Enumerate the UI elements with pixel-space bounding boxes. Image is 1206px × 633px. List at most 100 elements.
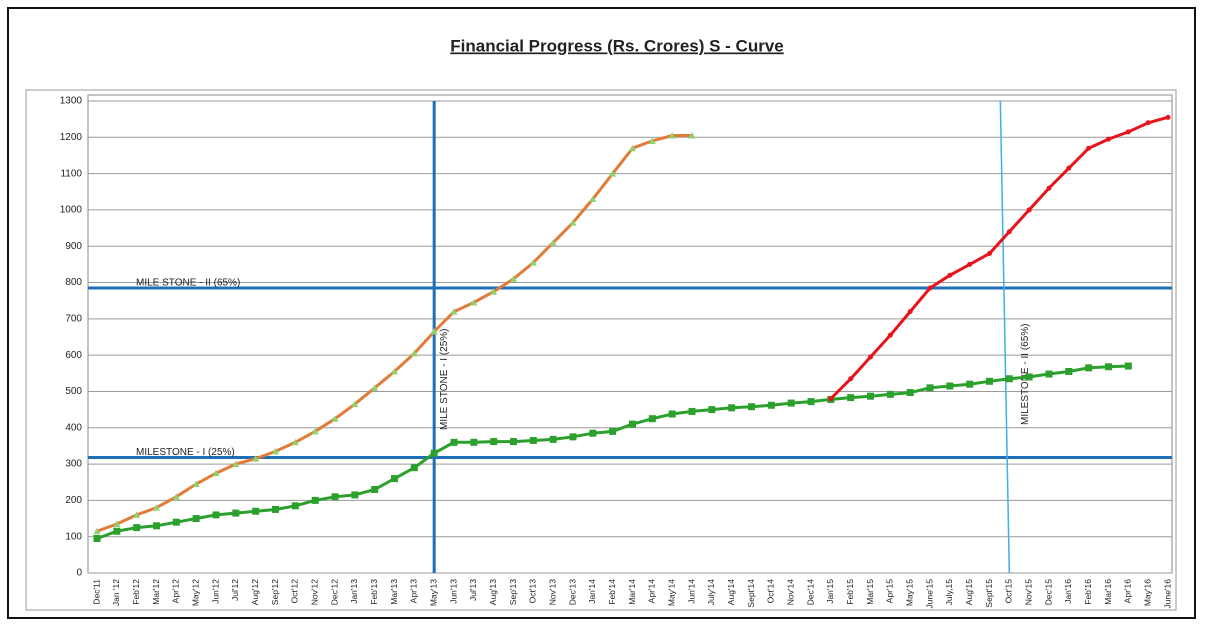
marker [93,527,101,535]
marker [668,131,676,139]
marker [272,447,279,455]
y-tick-label: 0 [76,568,82,579]
marker [410,349,418,357]
milestone-label: MILE STONE - II (65%) [136,278,240,289]
marker [430,328,438,335]
marker [470,438,478,446]
marker [133,524,141,532]
x-tick-label: Nov'13 [547,579,557,605]
marker [291,438,299,446]
chart-area [25,89,1177,611]
marker [1066,165,1072,171]
marker [1124,362,1132,370]
marker [1145,120,1151,126]
x-tick-label: Aug'13 [488,579,498,605]
marker [946,382,954,390]
marker [1025,373,1033,381]
marker [767,401,775,409]
x-tick-label: Jan'14 [587,579,597,604]
marker [867,392,874,400]
marker [113,520,121,527]
x-tick-label: Oct'12 [290,579,300,604]
x-tick-label: Mar'12 [151,579,161,605]
marker [987,250,992,256]
marker [391,475,398,483]
marker [529,436,537,444]
marker [569,219,577,226]
x-tick-label: Nov'12 [309,579,319,605]
marker [311,427,319,435]
marker [906,389,914,397]
marker [887,332,893,338]
marker [311,496,319,504]
marker [986,377,993,385]
x-tick-label: Apr'13 [409,579,419,604]
x-tick-label: Jan'16 [1063,579,1073,604]
plot-area [87,94,1173,574]
marker [569,433,577,441]
x-tick-label: Apr'12 [171,579,181,604]
x-tick-label: Feb'13 [369,579,379,605]
y-tick-label: 600 [65,350,82,361]
x-tick-label: Jan '12 [111,579,121,606]
marker [490,288,498,295]
marker [648,415,656,423]
marker [609,170,617,177]
marker [1125,129,1131,135]
marker [688,131,696,139]
marker [947,272,953,278]
marker [371,384,379,391]
marker [1065,367,1073,375]
marker [966,380,974,388]
marker [153,504,160,511]
marker [688,407,696,415]
series-line [96,134,692,533]
marker [153,522,160,530]
y-tick-label: 1200 [60,132,83,143]
x-tick-label: Oct'14 [766,579,776,604]
x-tick-label: Aug'15 [964,579,974,605]
milestone-line [999,100,1011,574]
marker [629,144,636,152]
x-tick-label: Jan'13 [349,579,359,604]
marker [510,275,517,282]
x-tick-label: Mar'16 [1103,579,1113,605]
marker [609,427,617,435]
x-tick-label: Jan'15 [825,579,835,604]
marker [787,399,795,407]
y-tick-label: 300 [65,459,82,470]
marker [1085,364,1093,372]
x-tick-label: May'14 [666,579,676,606]
marker [1165,114,1171,120]
marker [252,507,260,515]
marker [192,515,200,523]
milestone-label: MILESTONE - II (65%) [1020,323,1031,425]
y-tick-label: 1100 [60,168,82,179]
marker [708,406,716,414]
marker [232,509,240,517]
marker [648,137,656,144]
x-tick-label: Feb'14 [607,579,617,605]
marker [252,455,260,462]
marker [430,449,438,457]
marker [272,505,279,513]
x-tick-label: Nov'14 [785,579,795,605]
marker [490,438,498,446]
x-tick-label: July,15 [944,579,954,606]
marker [589,195,597,203]
marker [1046,185,1052,191]
marker [589,429,597,437]
marker [1045,370,1053,378]
y-tick-label: 800 [65,277,82,288]
x-tick-label: Nov'15 [1023,579,1033,605]
marker [172,493,180,500]
x-tick-label: Mar'13 [389,579,399,605]
marker [847,394,855,402]
x-tick-label: Dec'15 [1043,579,1053,605]
marker [926,384,934,392]
marker [450,308,458,315]
marker [1086,145,1092,151]
x-tick-label: Feb'12 [131,579,141,605]
x-tick-label: Sep'12 [270,579,280,605]
